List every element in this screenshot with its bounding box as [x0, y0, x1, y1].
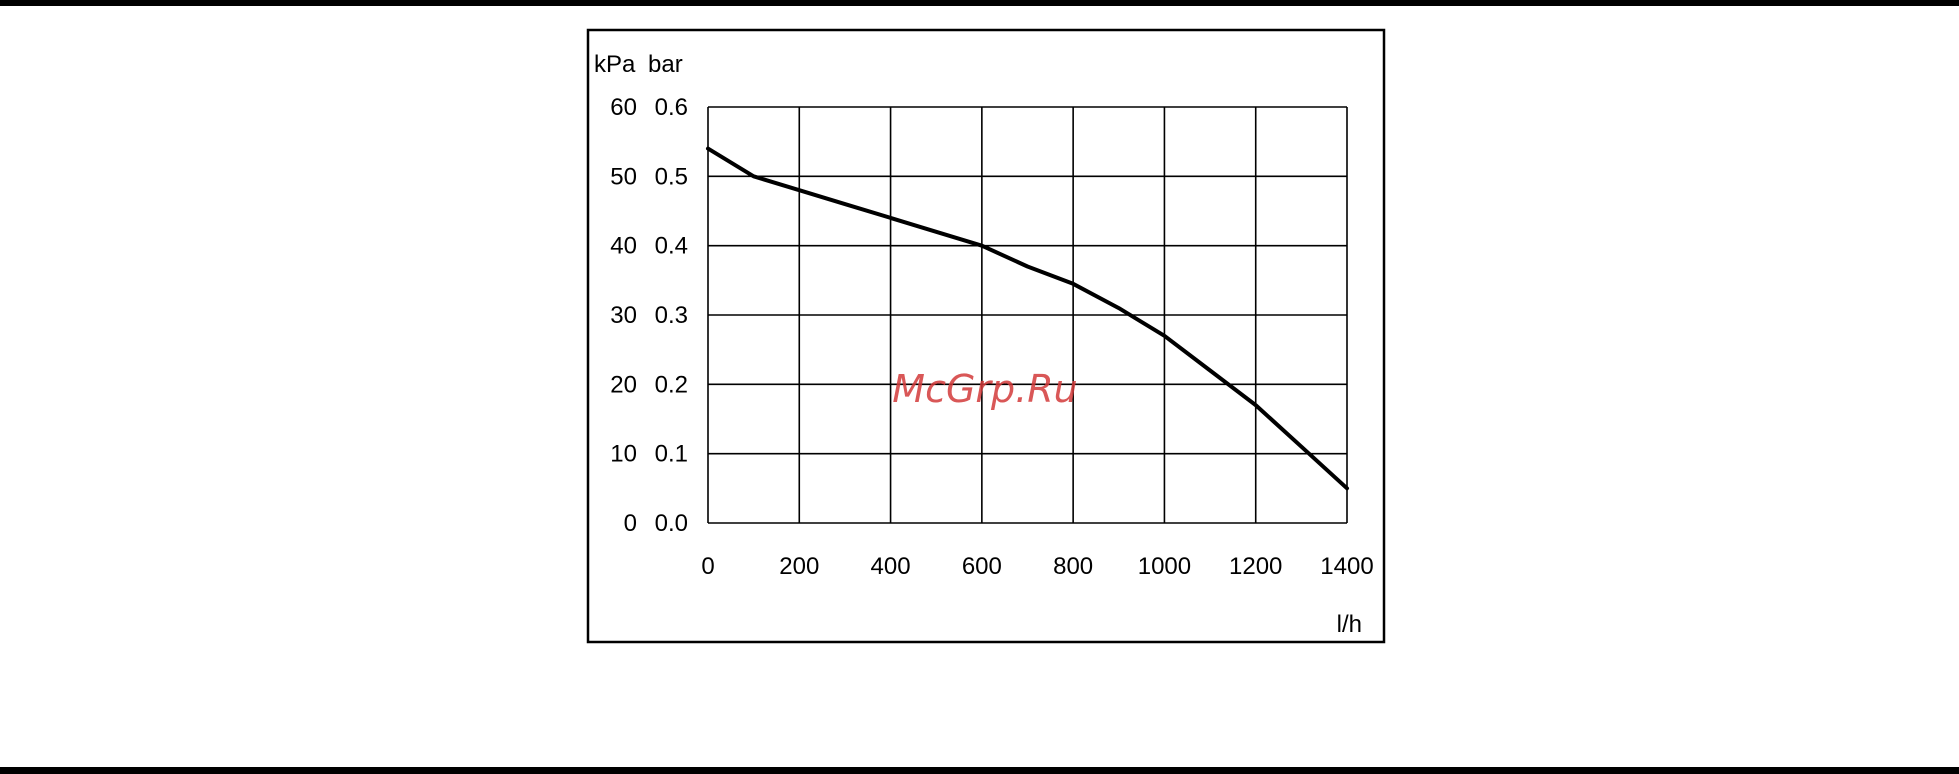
y-tick-label-bar: 0.2 [655, 371, 688, 398]
x-tick-label: 600 [962, 553, 1002, 580]
x-tick-label: 800 [1053, 553, 1093, 580]
y-tick-label-bar: 0.4 [655, 233, 688, 260]
watermark-logo: McGrp.Ru [892, 367, 1077, 411]
y-axis-secondary-unit: bar [648, 51, 683, 78]
top-rule [0, 0, 1959, 6]
y-tick-label-kpa: 30 [610, 302, 637, 329]
x-tick-label: 1200 [1229, 553, 1282, 580]
grid [707, 106, 1348, 524]
series-line [706, 146, 1349, 491]
x-tick-label: 1400 [1320, 553, 1373, 580]
y-tick-label-kpa: 60 [610, 94, 637, 121]
y-axis-primary-unit: kPa [594, 51, 636, 78]
x-tick-label: 200 [779, 553, 819, 580]
y-tick-label-bar: 0.3 [655, 302, 688, 329]
bottom-rule [0, 767, 1959, 774]
y-tick-label-kpa: 50 [610, 163, 637, 190]
y-tick-label-bar: 0.6 [655, 94, 688, 121]
y-tick-label-bar: 0.0 [655, 510, 688, 537]
y-tick-label-bar: 0.1 [655, 441, 688, 468]
y-tick-label-kpa: 20 [610, 371, 637, 398]
x-tick-label: 1000 [1138, 553, 1191, 580]
tick-labels: 0 200 400 600 800 1000 1200 1400 0 0.0 10 0.1 20 0.2 3… [610, 94, 1373, 580]
chart-frame [586, 28, 1386, 644]
series [706, 146, 1349, 491]
y-tick-label-bar: 0.5 [655, 163, 688, 190]
y-tick-label-kpa: 40 [610, 233, 637, 260]
x-axis-unit: l/h [1337, 611, 1362, 638]
x-tick-label: 400 [871, 553, 911, 580]
x-tick-label: 0 [701, 553, 714, 580]
y-tick-label-kpa: 0 [624, 510, 637, 537]
y-tick-label-kpa: 10 [610, 441, 637, 468]
